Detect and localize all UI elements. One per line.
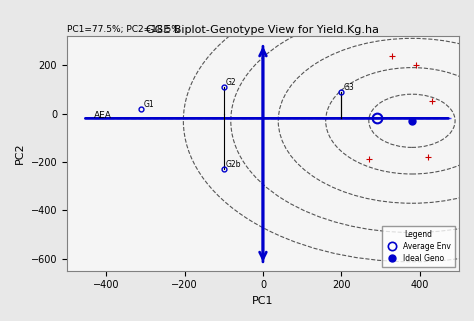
Text: G2b: G2b bbox=[226, 160, 241, 169]
Y-axis label: PC2: PC2 bbox=[15, 143, 25, 164]
Text: PC1=77.5%; PC2=18.5%: PC1=77.5%; PC2=18.5% bbox=[67, 25, 180, 34]
Text: G1: G1 bbox=[143, 100, 154, 109]
Text: G2: G2 bbox=[226, 78, 237, 87]
Text: AEA: AEA bbox=[94, 111, 112, 120]
Legend: Average Env, Ideal Geno: Average Env, Ideal Geno bbox=[382, 226, 455, 267]
Text: G3: G3 bbox=[343, 83, 354, 92]
Title: GGE Biplot-Genotype View for Yield.Kg.ha: GGE Biplot-Genotype View for Yield.Kg.ha bbox=[146, 25, 380, 35]
X-axis label: PC1: PC1 bbox=[252, 296, 273, 306]
